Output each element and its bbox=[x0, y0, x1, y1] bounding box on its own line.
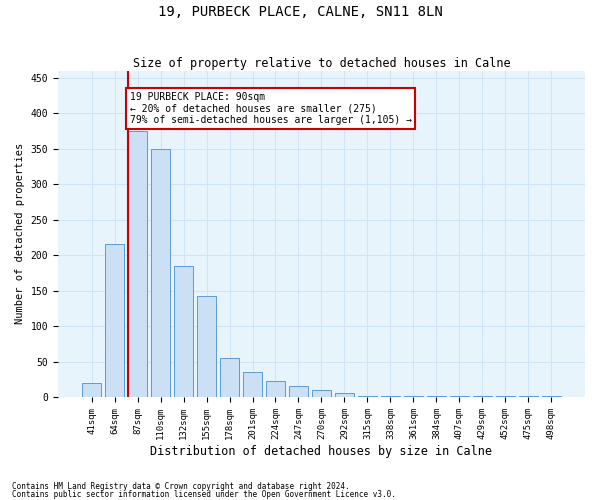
Bar bbox=[151, 148, 170, 397]
Text: 19, PURBECK PLACE, CALNE, SN11 8LN: 19, PURBECK PLACE, CALNE, SN11 8LN bbox=[158, 5, 442, 19]
Bar bbox=[128, 131, 148, 397]
Bar bbox=[427, 396, 446, 397]
Title: Size of property relative to detached houses in Calne: Size of property relative to detached ho… bbox=[133, 56, 510, 70]
Text: 19 PURBECK PLACE: 90sqm
← 20% of detached houses are smaller (275)
79% of semi-d: 19 PURBECK PLACE: 90sqm ← 20% of detache… bbox=[130, 92, 412, 125]
Bar bbox=[197, 296, 217, 397]
Bar bbox=[496, 396, 515, 397]
Bar bbox=[449, 396, 469, 397]
Bar bbox=[266, 382, 285, 397]
Bar bbox=[473, 396, 492, 397]
Bar bbox=[82, 383, 101, 397]
Bar bbox=[518, 396, 538, 397]
Bar bbox=[289, 386, 308, 397]
Bar bbox=[243, 372, 262, 397]
Bar bbox=[220, 358, 239, 397]
Bar bbox=[174, 266, 193, 397]
Bar bbox=[358, 396, 377, 397]
Bar bbox=[311, 390, 331, 397]
Bar bbox=[105, 244, 124, 397]
Bar bbox=[404, 396, 423, 397]
Bar bbox=[542, 396, 561, 397]
Text: Contains public sector information licensed under the Open Government Licence v3: Contains public sector information licen… bbox=[12, 490, 396, 499]
Text: Contains HM Land Registry data © Crown copyright and database right 2024.: Contains HM Land Registry data © Crown c… bbox=[12, 482, 350, 491]
Bar bbox=[380, 396, 400, 397]
X-axis label: Distribution of detached houses by size in Calne: Distribution of detached houses by size … bbox=[151, 444, 493, 458]
Bar bbox=[335, 394, 354, 397]
Y-axis label: Number of detached properties: Number of detached properties bbox=[15, 143, 25, 324]
